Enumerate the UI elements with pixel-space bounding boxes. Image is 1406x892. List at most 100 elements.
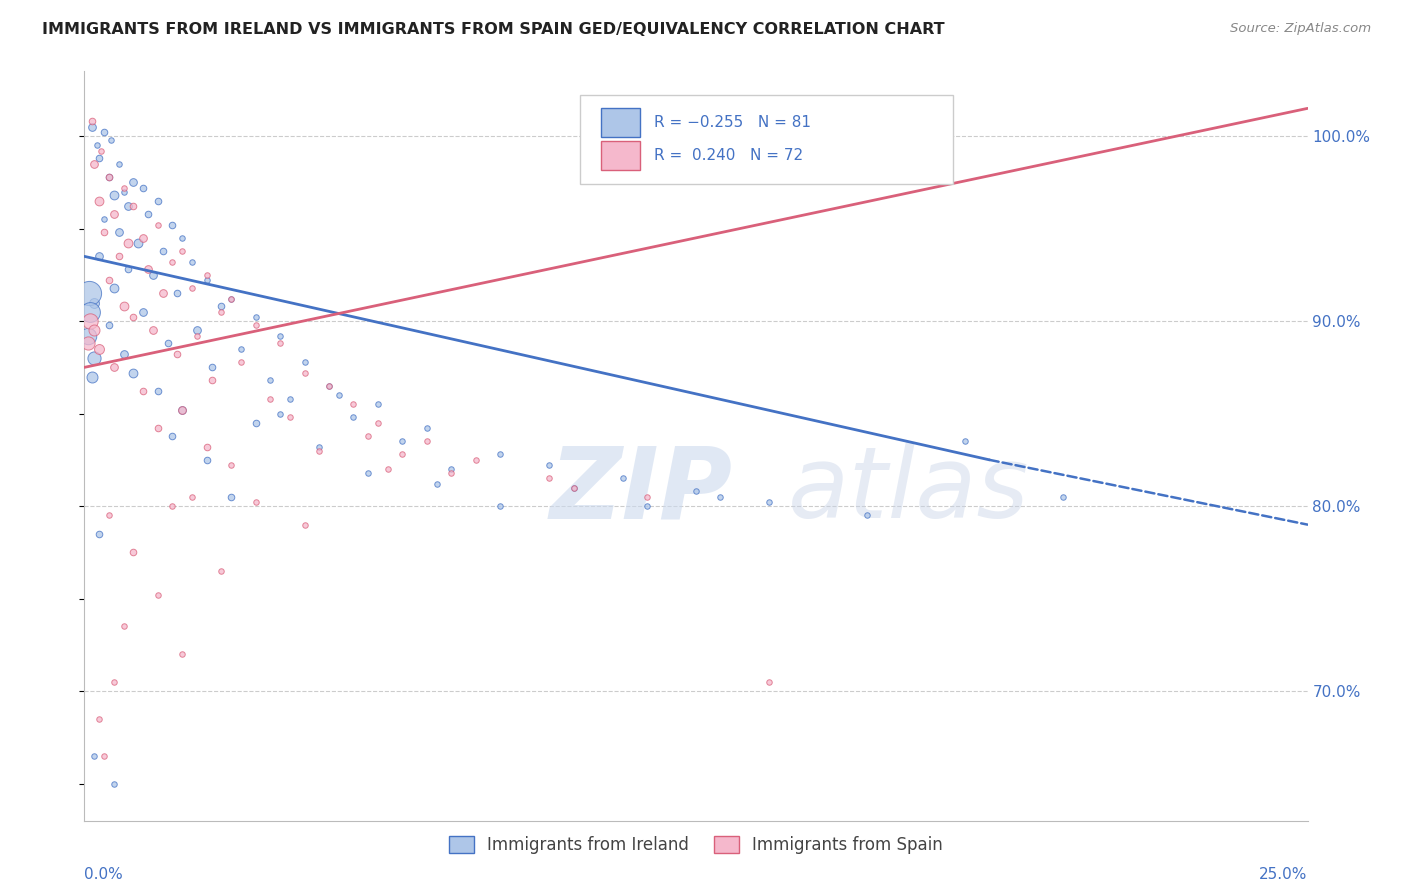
Point [93,125,115,139]
Text: 25.0%: 25.0% [1260,867,1308,882]
Point [122,175,145,189]
Point [97,169,120,184]
Point [391,434,413,449]
Point [87,527,110,541]
Point [136,207,159,221]
Point [112,185,135,199]
Point [90,144,112,158]
Point [308,440,330,454]
Point [219,292,242,306]
Point [162,255,184,269]
Point [112,347,135,361]
Point [612,471,634,485]
Point [122,366,145,380]
Point [103,207,125,221]
Point [269,336,291,351]
Point [103,188,125,202]
Point [562,481,585,495]
Point [342,397,364,411]
Point [489,447,512,461]
Bar [600,141,640,169]
Point [97,273,120,287]
Point [245,495,267,509]
Point [538,458,561,473]
Point [219,292,242,306]
Legend: Immigrants from Ireland, Immigrants from Spain: Immigrants from Ireland, Immigrants from… [441,830,950,861]
Point [146,384,169,399]
Point [709,490,731,504]
Point [269,329,291,343]
Point [87,249,110,263]
Point [77,329,100,343]
Point [117,262,139,277]
Point [83,295,105,310]
Point [278,410,301,425]
Point [426,477,449,491]
Point [219,458,242,473]
Point [195,268,218,282]
Point [166,347,188,361]
Point [103,360,125,375]
Point [107,157,129,171]
Point [758,674,780,689]
Point [156,336,179,351]
Point [93,212,115,227]
Point [229,342,252,356]
Point [79,314,101,328]
Point [132,231,155,245]
Bar [600,108,640,136]
Point [77,336,100,351]
Point [117,236,139,251]
Point [294,366,316,380]
Point [162,499,184,513]
Point [146,421,169,435]
Point [440,466,463,480]
Point [87,194,110,208]
Point [97,318,120,332]
Text: Source: ZipAtlas.com: Source: ZipAtlas.com [1230,22,1371,36]
Point [318,379,340,393]
Point [136,262,159,277]
Point [294,355,316,369]
Point [112,181,135,195]
Point [229,355,252,369]
Point [146,194,169,208]
Point [132,305,155,319]
Text: atlas: atlas [787,442,1029,540]
Point [87,151,110,165]
Point [142,323,165,337]
Point [122,545,145,559]
Point [440,462,463,476]
Point [107,249,129,263]
Point [77,286,100,301]
Point [186,323,208,337]
Point [83,157,105,171]
Point [122,310,145,325]
Point [377,462,399,476]
Point [117,199,139,213]
Point [195,440,218,454]
Point [80,369,103,384]
Point [103,777,125,791]
Point [100,133,122,147]
Point [97,169,120,184]
Point [245,416,267,430]
Point [195,273,218,287]
Point [200,373,222,387]
Point [93,225,115,239]
Point [562,481,585,495]
Point [107,225,129,239]
Point [146,218,169,232]
Point [80,120,103,134]
Point [132,181,155,195]
Point [367,397,389,411]
Point [464,453,486,467]
Point [172,647,194,661]
Point [87,342,110,356]
Point [357,466,380,480]
Point [219,490,242,504]
Point [416,421,439,435]
Point [86,138,108,153]
Point [953,434,976,449]
Point [209,564,232,578]
